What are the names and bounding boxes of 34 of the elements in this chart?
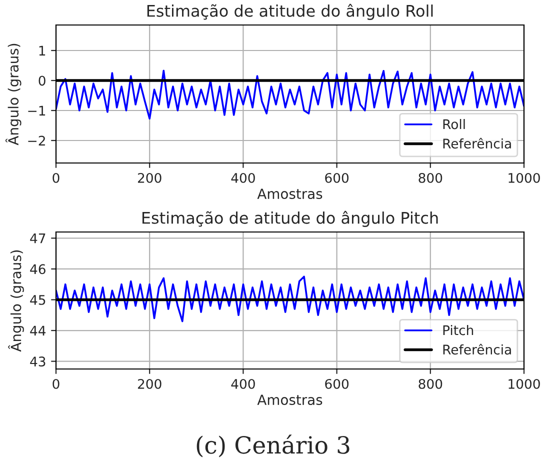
chart-title: Estimação de atitude do ângulo Pitch xyxy=(142,210,438,227)
line-series xyxy=(56,70,524,120)
legend-label: Roll xyxy=(443,118,465,130)
legend-label: Referência xyxy=(443,344,511,355)
x-tick-label: 1000 xyxy=(508,378,540,389)
x-tick-label: 1000 xyxy=(508,172,540,183)
x-tick-label: 400 xyxy=(231,172,255,183)
y-axis-title: Ângulo (graus) xyxy=(8,250,24,352)
legend-label: Pitch xyxy=(443,324,474,336)
chart-title: Estimação de atitude do ângulo Roll xyxy=(147,4,433,20)
y-tick-label: −1 xyxy=(28,106,46,116)
text: (c) Cenário 3 xyxy=(196,434,350,458)
x-tick-label: 800 xyxy=(418,378,442,389)
y-tick-label: 46 xyxy=(30,264,46,274)
x-axis-title: Amostras xyxy=(257,394,322,406)
x-tick-label: 800 xyxy=(418,172,442,183)
x-tick-label: 0 xyxy=(52,378,60,389)
y-axis-title: Ângulo (graus) xyxy=(6,44,22,146)
x-tick-label: 0 xyxy=(52,172,60,183)
y-tick-label: 45 xyxy=(30,295,46,305)
x-tick-label: 200 xyxy=(138,172,162,183)
x-tick-label: 200 xyxy=(138,378,162,389)
x-tick-label: 400 xyxy=(231,378,255,389)
y-tick-label: 0 xyxy=(38,76,46,86)
legend-label: Referência xyxy=(443,138,511,149)
x-tick-label: 600 xyxy=(325,378,349,389)
y-tick-label: 43 xyxy=(30,356,46,367)
y-tick-label: −2 xyxy=(28,136,45,146)
y-tick-label: 44 xyxy=(30,326,46,336)
x-axis-title: Amostras xyxy=(257,188,322,200)
line-series xyxy=(56,276,524,322)
x-tick-label: 600 xyxy=(325,172,349,183)
y-tick-label: 1 xyxy=(39,46,46,56)
y-tick-label: 47 xyxy=(30,234,46,244)
